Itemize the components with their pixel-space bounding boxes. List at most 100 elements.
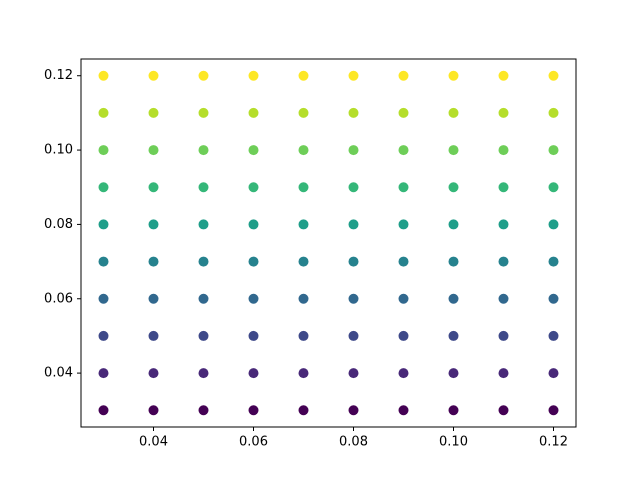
point: [248, 330, 259, 341]
point: [148, 330, 159, 341]
point: [248, 293, 259, 304]
point: [298, 107, 309, 118]
point: [548, 405, 559, 416]
point: [98, 70, 109, 81]
point: [348, 256, 359, 267]
point: [248, 70, 259, 81]
point: [148, 107, 159, 118]
point: [98, 368, 109, 379]
point: [498, 219, 509, 230]
point: [198, 182, 209, 193]
y-tick-label: 0.10: [44, 143, 73, 158]
point: [498, 368, 509, 379]
point: [498, 293, 509, 304]
point: [548, 145, 559, 156]
point: [398, 293, 409, 304]
point: [498, 70, 509, 81]
point: [498, 256, 509, 267]
point: [148, 293, 159, 304]
point: [498, 182, 509, 193]
point: [398, 107, 409, 118]
y-tick-label: 0.06: [44, 291, 73, 306]
point: [148, 405, 159, 416]
point: [348, 145, 359, 156]
point: [248, 405, 259, 416]
point: [248, 182, 259, 193]
point: [198, 256, 209, 267]
point: [98, 219, 109, 230]
point: [448, 368, 459, 379]
point: [448, 293, 459, 304]
point: [98, 107, 109, 118]
point: [198, 368, 209, 379]
point: [448, 70, 459, 81]
x-tick-label: 0.12: [539, 435, 568, 450]
y-tick-label: 0.04: [44, 366, 73, 381]
point: [98, 405, 109, 416]
point: [548, 182, 559, 193]
y-tick-label: 0.12: [44, 68, 73, 83]
x-tick-label: 0.06: [239, 435, 268, 450]
point: [298, 293, 309, 304]
point: [248, 368, 259, 379]
point: [398, 182, 409, 193]
point: [398, 219, 409, 230]
point: [98, 256, 109, 267]
point: [298, 330, 309, 341]
point: [248, 107, 259, 118]
point: [548, 256, 559, 267]
point: [148, 256, 159, 267]
point: [348, 219, 359, 230]
point: [398, 145, 409, 156]
point: [298, 145, 309, 156]
point: [398, 330, 409, 341]
point: [198, 330, 209, 341]
point: [148, 145, 159, 156]
y-tick-label: 0.08: [44, 217, 73, 232]
point: [298, 70, 309, 81]
point: [298, 256, 309, 267]
point: [548, 293, 559, 304]
point: [448, 219, 459, 230]
point: [398, 70, 409, 81]
point: [448, 145, 459, 156]
point: [98, 182, 109, 193]
x-tick-label: 0.08: [339, 435, 368, 450]
point: [448, 107, 459, 118]
point: [298, 368, 309, 379]
point: [148, 70, 159, 81]
point: [398, 405, 409, 416]
point: [98, 293, 109, 304]
point: [148, 368, 159, 379]
point: [148, 219, 159, 230]
point: [198, 405, 209, 416]
point: [248, 256, 259, 267]
point: [498, 145, 509, 156]
plot-frame: [80, 58, 577, 428]
point: [348, 405, 359, 416]
point: [548, 219, 559, 230]
point: [348, 107, 359, 118]
point: [398, 256, 409, 267]
point: [198, 145, 209, 156]
point: [498, 405, 509, 416]
point: [198, 293, 209, 304]
point: [448, 256, 459, 267]
point: [98, 330, 109, 341]
x-tick-label: 0.10: [439, 435, 468, 450]
point: [148, 182, 159, 193]
point: [448, 405, 459, 416]
point: [348, 368, 359, 379]
point: [548, 107, 559, 118]
point: [398, 368, 409, 379]
point: [548, 368, 559, 379]
point: [248, 219, 259, 230]
point: [198, 219, 209, 230]
point: [348, 330, 359, 341]
point: [448, 182, 459, 193]
point: [448, 330, 459, 341]
point: [248, 145, 259, 156]
point: [198, 70, 209, 81]
